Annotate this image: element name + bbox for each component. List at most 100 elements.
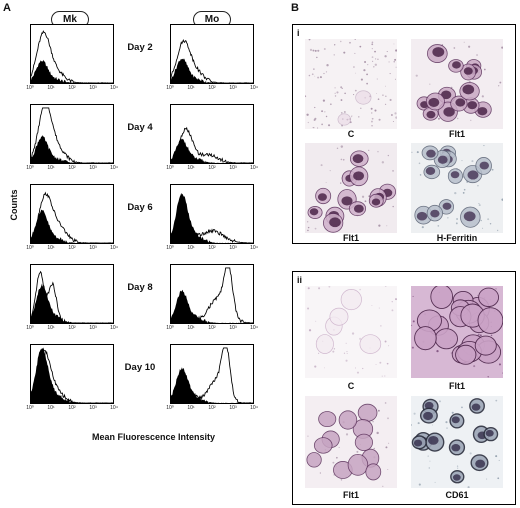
x-tick-label: 10⁰: [166, 85, 174, 91]
cell: [359, 334, 382, 354]
x-tick-label: 10⁰: [26, 405, 34, 411]
cell: [434, 328, 458, 350]
cell: [448, 59, 464, 73]
x-tick-label: 10²: [208, 85, 216, 91]
cell: [469, 398, 485, 414]
caption-i-4: H-Ferritin: [436, 233, 478, 243]
filled-isotype-histogram: [171, 192, 253, 243]
caption-ii-3: Flt1: [342, 490, 359, 500]
x-tick-label: 10⁰: [166, 325, 174, 331]
cell: [421, 145, 439, 161]
cell: [425, 432, 445, 452]
x-tick-label: 10¹: [187, 325, 195, 331]
filled-isotype-histogram: [31, 348, 113, 403]
panel-b-i-box: i C Flt1 Flt1 H-Ferritin: [292, 24, 516, 244]
x-tick-label: 10⁰: [26, 165, 34, 171]
x-tick-label: 10⁴: [250, 165, 258, 171]
cell: [414, 326, 437, 351]
histogram-mk-1: [30, 24, 114, 84]
x-tick-label: 10²: [208, 325, 216, 331]
open-stain-histogram: [171, 267, 253, 323]
filled-isotype-histogram: [171, 138, 253, 163]
filled-isotype-histogram: [31, 283, 113, 323]
cell: [422, 106, 439, 121]
filled-isotype-histogram: [171, 58, 253, 83]
x-tick-label: 10⁴: [110, 405, 118, 411]
caption-ii-1: C: [347, 381, 355, 391]
x-tick-label: 10³: [89, 325, 97, 331]
x-tick-label: 10¹: [187, 85, 195, 91]
cell: [368, 193, 384, 208]
x-tick-label: 10³: [89, 165, 97, 171]
cell: [338, 410, 358, 430]
cell: [365, 463, 382, 481]
cell: [426, 204, 443, 222]
cell: [306, 452, 322, 468]
cell: [357, 403, 378, 422]
cell: [448, 439, 466, 456]
micrograph-i-h-ferritin: [411, 143, 503, 233]
x-tick-label: 10²: [208, 245, 216, 251]
cell: [427, 44, 448, 63]
x-tick-label: 10³: [89, 85, 97, 91]
cell: [450, 470, 465, 484]
histogram-mo-4: [170, 264, 254, 324]
cell: [313, 437, 333, 454]
caption-i-1: C: [347, 129, 355, 139]
day-label-5: Day 10: [124, 362, 156, 373]
x-tick-label: 10¹: [187, 405, 195, 411]
panel-b-i-label: i: [297, 28, 300, 38]
x-tick-label: 10³: [89, 405, 97, 411]
x-tick-label: 10⁰: [166, 405, 174, 411]
panel-b-ii-label: ii: [297, 275, 303, 285]
micrograph-i-control: [305, 39, 397, 129]
x-tick-label: 10¹: [47, 325, 55, 331]
x-tick-label: 10¹: [47, 405, 55, 411]
cell: [315, 334, 334, 354]
x-tick-label: 10⁴: [110, 165, 118, 171]
caption-i-3: Flt1: [342, 233, 359, 243]
histogram-mo-2: [170, 104, 254, 164]
filled-isotype-histogram: [31, 135, 113, 163]
cell: [430, 286, 454, 309]
cell: [329, 307, 349, 326]
histogram-mk-2: [30, 104, 114, 164]
cell: [340, 289, 362, 311]
cell: [475, 157, 492, 175]
x-tick-label: 10³: [89, 245, 97, 251]
y-axis-label: Counts: [9, 189, 19, 221]
x-tick-label: 10⁰: [26, 85, 34, 91]
x-tick-label: 10³: [229, 245, 237, 251]
day-label-2: Day 4: [127, 122, 153, 133]
cell: [449, 413, 465, 429]
cell: [474, 335, 497, 356]
x-tick-label: 10²: [68, 405, 76, 411]
x-tick-label: 10¹: [47, 245, 55, 251]
x-tick-label: 10³: [229, 325, 237, 331]
caption-ii-2: Flt1: [448, 381, 465, 391]
x-tick-label: 10⁰: [166, 245, 174, 251]
cell: [455, 344, 477, 365]
x-tick-label: 10²: [68, 325, 76, 331]
cell: [419, 407, 438, 424]
open-stain-histogram: [171, 226, 253, 243]
micrograph-ii-flt1-a: [411, 286, 503, 378]
x-tick-label: 10²: [68, 165, 76, 171]
open-stain-histogram: [31, 191, 113, 243]
x-tick-label: 10³: [229, 165, 237, 171]
cell: [425, 92, 445, 111]
x-tick-label: 10⁴: [110, 245, 118, 251]
histogram-mo-3: [170, 184, 254, 244]
x-tick-label: 10¹: [47, 85, 55, 91]
panel-b-ii-box: ii C Flt1 Flt1 CD61: [292, 271, 516, 505]
cell: [438, 199, 454, 215]
caption-i-2: Flt1: [448, 129, 465, 139]
cell: [411, 435, 427, 450]
cell: [459, 82, 480, 101]
filled-isotype-histogram: [31, 209, 113, 243]
x-tick-label: 10¹: [187, 165, 195, 171]
cell: [450, 95, 468, 112]
cell: [483, 426, 499, 442]
x-tick-label: 10²: [68, 245, 76, 251]
x-tick-label: 10⁴: [250, 325, 258, 331]
